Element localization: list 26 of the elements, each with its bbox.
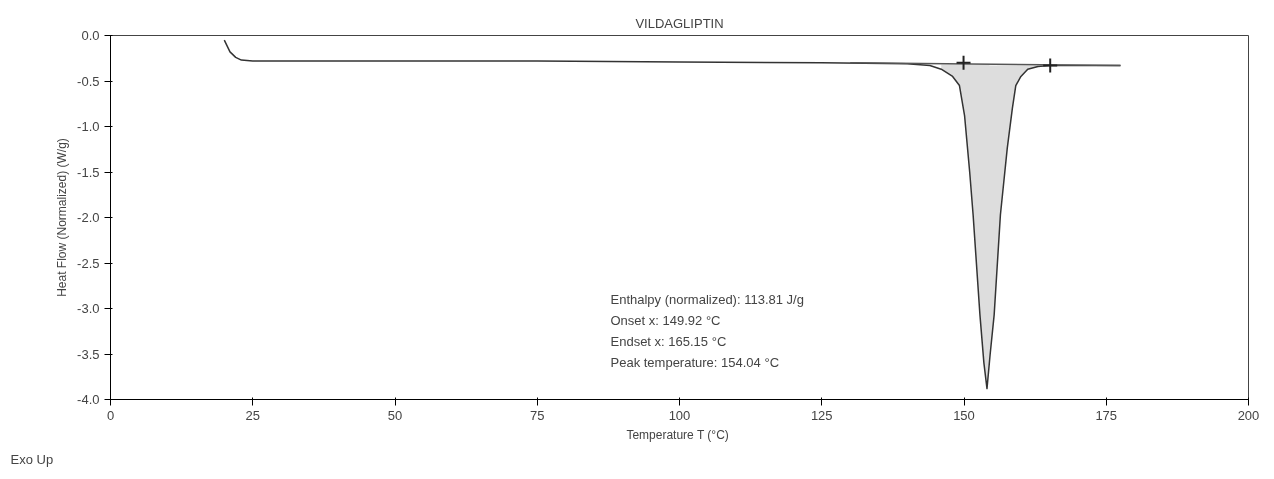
y-tick-label: -3.0 [77, 301, 100, 316]
x-tick-label: 200 [1237, 407, 1260, 423]
x-tick-label: 100 [668, 407, 691, 423]
y-tick-label: 0.0 [81, 28, 100, 43]
y-tick-label: -1.5 [77, 164, 100, 180]
text: Exo Up [10, 451, 54, 467]
x-tick-label: 25 [245, 407, 260, 423]
x-tick-label: 175 [1095, 407, 1118, 423]
y-axis-title: Heat Flow (Normalized) (W/g) [55, 138, 70, 297]
y-tick-label: -2.5 [77, 255, 100, 271]
y-tick-label: -1.0 [77, 119, 100, 134]
y-tick-label: -3.5 [77, 346, 100, 362]
x-tick-label: 125 [810, 407, 833, 423]
y-tick-label: -0.5 [77, 73, 100, 89]
x-tick-label: 0 [106, 407, 115, 423]
x-tick-label: 150 [953, 407, 975, 423]
annotation: Enthalpy (normalized): 113.81 J/g [610, 292, 804, 307]
x-axis-title: Temperature T (°C) [626, 427, 729, 442]
annotation: Endset x: 165.15 °C [610, 334, 727, 349]
y-tick-label: -2.0 [77, 210, 100, 225]
x-tick-label: 50 [387, 407, 403, 423]
y-tick-label: -4.0 [77, 392, 100, 407]
annotation: Peak temperature: 154.04 °C [610, 355, 780, 370]
annotation: Onset x: 149.92 °C [610, 313, 721, 328]
x-tick-label: 75 [530, 407, 545, 423]
chart-title: VILDAGLIPTIN [635, 15, 724, 31]
